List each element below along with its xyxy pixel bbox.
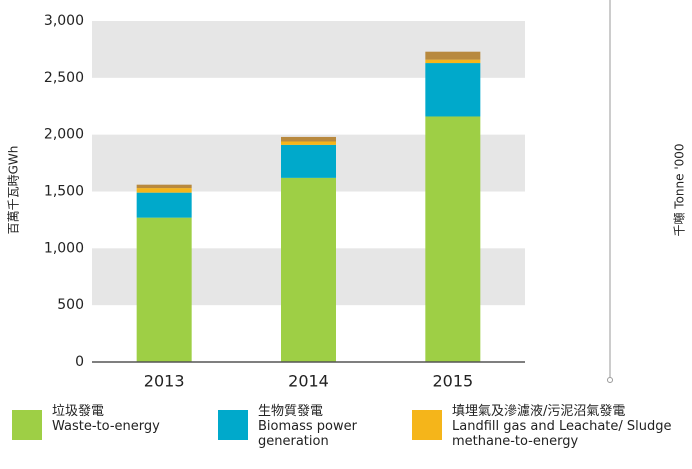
legend-entry: 垃圾發電 Waste-to-energy bbox=[52, 404, 202, 434]
bar-segment bbox=[136, 217, 192, 362]
y-tick-label: 500 bbox=[57, 297, 84, 313]
bar-segment bbox=[136, 188, 192, 193]
y2-axis-end bbox=[607, 377, 613, 383]
y-tick-label: 1,500 bbox=[44, 184, 84, 200]
bar-segment bbox=[425, 59, 481, 64]
legend-swatch bbox=[412, 410, 442, 440]
x-tick-label: 2015 bbox=[432, 372, 473, 391]
y-tick-label: 3,000 bbox=[44, 13, 84, 29]
bar-segment bbox=[425, 63, 481, 117]
x-tick-label: 2013 bbox=[144, 372, 185, 391]
legend-label: 生物質發電 bbox=[258, 404, 324, 419]
y-tick-label: 2,000 bbox=[44, 127, 84, 143]
legend-label: 填埋氣及滲濾液/污泥沼氣發電 bbox=[452, 404, 626, 419]
y-tick-label: 0 bbox=[75, 354, 84, 370]
x-tick-label: 2014 bbox=[288, 372, 329, 391]
bar-segment bbox=[136, 184, 192, 189]
legend-label-en: Landfill gas and Leachate/ Sludge methan… bbox=[452, 419, 672, 449]
legend-label-en: Waste-to-energy bbox=[52, 419, 160, 434]
legend-swatch bbox=[12, 410, 42, 440]
bar-segment bbox=[281, 141, 336, 145]
y-tick-label: 1,000 bbox=[44, 240, 84, 256]
legend-entry: 填埋氣及滲濾液/污泥沼氣發電 Landfill gas and Leachate/… bbox=[452, 404, 692, 449]
legend-label-en: Biomass power generation bbox=[258, 419, 357, 449]
legend-label: 垃圾發電 bbox=[52, 404, 105, 419]
y2-axis-label: 千噸 Tonne '000 bbox=[673, 143, 687, 236]
bar-segment bbox=[425, 51, 481, 60]
y-axis-label: 百萬千瓦時GWh bbox=[7, 146, 21, 235]
legend-entry: 生物質發電 Biomass power generation bbox=[258, 404, 408, 449]
bar-segment bbox=[425, 116, 481, 362]
bar-segment bbox=[136, 192, 192, 218]
bar-segment bbox=[281, 177, 336, 362]
y-tick-label: 2,500 bbox=[44, 70, 84, 86]
legend-swatch bbox=[218, 410, 248, 440]
bar-segment bbox=[281, 136, 336, 142]
bar-segment bbox=[281, 144, 336, 178]
